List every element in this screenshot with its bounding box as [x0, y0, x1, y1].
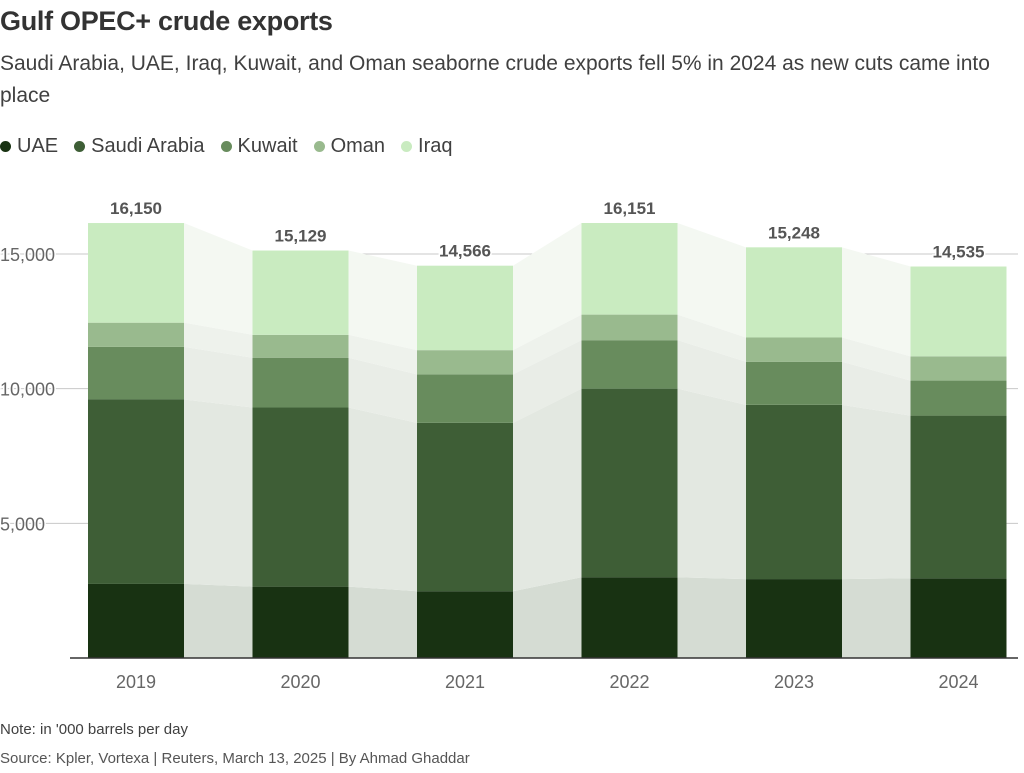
- band-iraq-2023: [842, 247, 911, 357]
- bar-iraq-2021: [417, 265, 513, 351]
- band-kuwait-2022: [677, 340, 746, 405]
- band-saudi-arabia-2020: [348, 407, 417, 592]
- bar-saudi-arabia-2019: [88, 399, 184, 584]
- band-kuwait-2020: [348, 357, 417, 423]
- x-tick-labels: 2019 2020 2021 2022 2023 2024: [116, 672, 979, 692]
- band-oman-2019: [184, 322, 253, 358]
- x-tick-label-2020: 2020: [280, 672, 320, 692]
- band-saudi-arabia-2022: [677, 388, 746, 580]
- band-oman-2023: [842, 337, 911, 381]
- band-uae-2020: [348, 586, 417, 658]
- bar-iraq-2022: [581, 222, 678, 315]
- legend-swatch-iraq: [401, 141, 413, 152]
- legend-swatch-uae: [0, 141, 11, 152]
- bar-kuwait-2024: [910, 380, 1007, 416]
- bar-uae-2021: [417, 591, 513, 658]
- bar-uae-2020: [252, 586, 349, 658]
- bar-saudi-arabia-2024: [910, 415, 1007, 579]
- total-label-2020: 15,129: [275, 227, 327, 246]
- bars: [88, 222, 1007, 658]
- bar-iraq-2023: [746, 247, 842, 338]
- x-tick-label-2023: 2023: [774, 672, 814, 692]
- band-uae-2022: [677, 577, 746, 658]
- legend-label-saudi-arabia: Saudi Arabia: [91, 135, 205, 157]
- bar-oman-2024: [910, 356, 1007, 381]
- bar-oman-2022: [581, 314, 678, 341]
- y-tick-labels: 5,000 10,000 15,000: [0, 244, 57, 536]
- x-tick-label-2021: 2021: [445, 672, 485, 692]
- total-label-2021: 14,566: [439, 242, 491, 261]
- y-tick-label-15000: 15,000: [0, 245, 55, 265]
- legend-item-saudi-arabia: Saudi Arabia: [74, 135, 205, 158]
- y-tick-label-5000: 5,000: [0, 514, 45, 534]
- legend-item-uae: UAE: [0, 135, 58, 158]
- total-label-2019: 16,150: [110, 199, 162, 218]
- legend-label-uae: UAE: [17, 135, 59, 157]
- bar-uae-2022: [581, 577, 678, 658]
- band-iraq-2022: [677, 222, 746, 338]
- band-oman-2022: [677, 314, 746, 362]
- band-kuwait-2023: [842, 361, 911, 416]
- band-iraq-2020: [348, 250, 417, 351]
- legend-swatch-saudi-arabia: [74, 141, 86, 152]
- legend-item-oman: Oman: [313, 135, 386, 158]
- x-tick-label-2022: 2022: [609, 672, 649, 692]
- bar-uae-2024: [910, 578, 1007, 658]
- chart-title: Gulf OPEC+ crude exports: [0, 6, 333, 36]
- bar-iraq-2019: [88, 223, 184, 323]
- legend-swatch-kuwait: [220, 141, 232, 152]
- total-label-2022: 16,151: [604, 199, 656, 218]
- stacked-bar-chart: 16,150 15,129 14,566 16,151 15,248 14,535 5,00…: [0, 197, 1018, 692]
- bar-kuwait-2020: [252, 357, 349, 408]
- bar-oman-2020: [252, 334, 349, 358]
- bar-saudi-arabia-2020: [252, 407, 349, 587]
- band-uae-2023: [842, 578, 911, 658]
- bar-saudi-arabia-2023: [746, 404, 842, 580]
- total-label-2023: 15,248: [768, 223, 820, 242]
- chart-note: Note: in '000 barrels per day: [0, 721, 188, 738]
- bar-kuwait-2021: [417, 374, 513, 423]
- bar-uae-2019: [88, 583, 184, 658]
- legend-label-kuwait: Kuwait: [237, 135, 298, 157]
- bar-oman-2019: [88, 322, 184, 347]
- band-saudi-arabia-2019: [184, 399, 253, 587]
- band-iraq-2019: [184, 223, 253, 335]
- band-saudi-arabia-2021: [513, 388, 582, 592]
- bar-kuwait-2023: [746, 361, 842, 405]
- bar-saudi-arabia-2022: [581, 388, 678, 578]
- band-iraq-2021: [513, 222, 582, 351]
- band-oman-2021: [513, 314, 582, 375]
- bar-saudi-arabia-2021: [417, 422, 513, 592]
- bar-kuwait-2022: [581, 340, 678, 389]
- legend: UAE Saudi Arabia Kuwait Oman Iraq: [0, 135, 469, 158]
- bar-oman-2023: [746, 337, 842, 362]
- x-tick-label-2024: 2024: [938, 672, 978, 692]
- legend-item-kuwait: Kuwait: [220, 135, 298, 158]
- bar-iraq-2020: [252, 250, 349, 335]
- connector-bands: [184, 222, 911, 658]
- bar-kuwait-2019: [88, 346, 184, 400]
- legend-swatch-oman: [313, 141, 325, 152]
- band-oman-2020: [348, 334, 417, 375]
- y-tick-label-10000: 10,000: [0, 380, 55, 400]
- x-tick-label-2019: 2019: [116, 672, 156, 692]
- chart-subtitle: Saudi Arabia, UAE, Iraq, Kuwait, and Oma…: [0, 52, 990, 107]
- band-kuwait-2019: [184, 346, 253, 408]
- bar-iraq-2024: [910, 266, 1007, 357]
- band-uae-2021: [513, 577, 582, 658]
- legend-item-iraq: Iraq: [401, 135, 453, 158]
- band-kuwait-2021: [513, 340, 582, 423]
- bar-uae-2023: [746, 579, 842, 658]
- legend-label-iraq: Iraq: [418, 135, 453, 157]
- total-label-2024: 14,535: [933, 243, 985, 262]
- legend-label-oman: Oman: [330, 135, 386, 157]
- bar-oman-2021: [417, 350, 513, 375]
- chart-source: Source: Kpler, Vortexa | Reuters, March …: [0, 750, 470, 767]
- band-uae-2019: [184, 583, 253, 658]
- total-labels: 16,150 15,129 14,566 16,151 15,248 14,535: [109, 197, 987, 263]
- band-saudi-arabia-2023: [842, 404, 911, 580]
